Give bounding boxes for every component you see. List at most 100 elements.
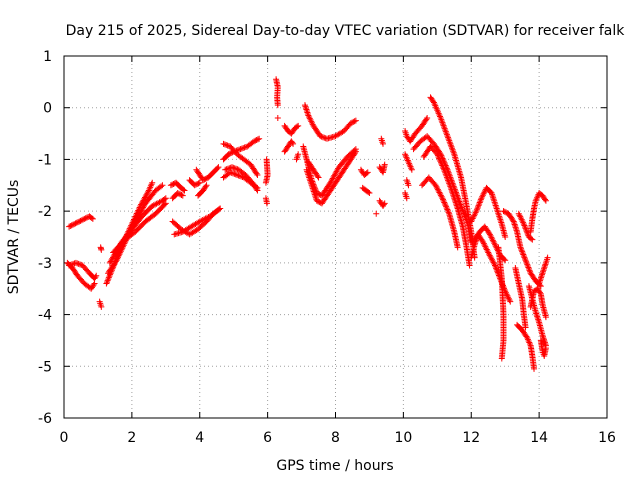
data-point (520, 221, 527, 228)
data-point (98, 246, 105, 253)
data-point (477, 196, 484, 203)
data-point (423, 116, 430, 123)
data-point (443, 203, 450, 210)
y-tick-label: 0 (43, 101, 52, 117)
data-point (74, 219, 81, 226)
data-point (466, 262, 473, 269)
data-point (226, 165, 233, 172)
data-point (305, 112, 312, 119)
data-point (439, 162, 446, 169)
data-point (159, 182, 166, 189)
data-point (489, 237, 496, 244)
data-point (525, 264, 532, 271)
data-point (202, 175, 209, 182)
data-point (487, 232, 494, 239)
data-point (443, 205, 450, 212)
data-point (256, 135, 263, 142)
data-point (169, 181, 176, 188)
data-point (468, 217, 475, 224)
data-point (254, 171, 261, 178)
data-point (507, 298, 514, 305)
data-point (161, 196, 168, 203)
data-point (505, 295, 512, 302)
data-point (435, 154, 442, 161)
data-point (480, 240, 487, 247)
data-point (373, 210, 380, 217)
y-tick-label: -3 (38, 256, 52, 272)
data-point (230, 148, 237, 155)
data-point (224, 142, 231, 149)
data-point (76, 218, 83, 225)
data-point (479, 192, 486, 199)
data-point (220, 140, 227, 147)
data-point (518, 245, 525, 252)
data-point (153, 200, 160, 207)
data-point (498, 355, 505, 362)
data-point (319, 134, 326, 141)
data-point (315, 198, 322, 205)
data-point (254, 187, 261, 194)
data-point (380, 140, 387, 147)
data-point (178, 191, 185, 198)
data-point (253, 137, 260, 144)
data-point (477, 198, 484, 205)
data-point (155, 200, 162, 207)
data-point (232, 148, 239, 155)
data-point (90, 281, 97, 288)
data-point (471, 212, 478, 219)
data-point (501, 208, 508, 215)
data-point (366, 190, 373, 197)
data-point (468, 218, 475, 225)
data-point (73, 219, 80, 226)
data-point (230, 170, 237, 177)
y-tick-label: 1 (43, 49, 52, 65)
data-point (381, 161, 388, 168)
data-point (307, 116, 314, 123)
data-point (104, 277, 111, 284)
data-point (145, 188, 152, 195)
data-point (523, 260, 530, 267)
data-point (492, 241, 499, 248)
data-point (174, 190, 181, 197)
data-point (500, 208, 507, 215)
data-point (365, 189, 372, 196)
data-point (179, 192, 186, 199)
y-tick-label: -5 (38, 359, 52, 375)
data-point (526, 267, 533, 274)
data-point (162, 200, 169, 207)
data-point (481, 242, 488, 249)
x-tick-label: 16 (598, 430, 616, 446)
data-point (308, 118, 315, 125)
data-point (521, 255, 528, 262)
data-point (481, 189, 488, 196)
data-point (506, 297, 513, 304)
data-point (525, 265, 532, 272)
data-point (476, 199, 483, 206)
data-point (527, 268, 534, 275)
data-point (321, 134, 328, 141)
x-tick-label: 6 (263, 430, 272, 446)
data-point (82, 215, 89, 222)
data-point (436, 155, 443, 162)
data-point (223, 166, 230, 173)
data-points (64, 76, 551, 372)
data-point (76, 261, 83, 268)
data-point (476, 200, 483, 207)
data-point (228, 149, 235, 156)
data-point (67, 261, 74, 268)
data-point (441, 200, 448, 207)
data-point (403, 195, 410, 202)
data-point (347, 120, 354, 127)
data-point (381, 200, 388, 207)
data-point (105, 274, 112, 281)
data-point (104, 279, 111, 286)
data-point (518, 247, 525, 254)
data-point (494, 268, 501, 275)
data-point (241, 144, 248, 151)
data-point (72, 220, 79, 227)
data-point (502, 234, 509, 240)
plot-frame (63, 55, 608, 419)
data-point (294, 123, 301, 130)
data-point (531, 365, 538, 372)
